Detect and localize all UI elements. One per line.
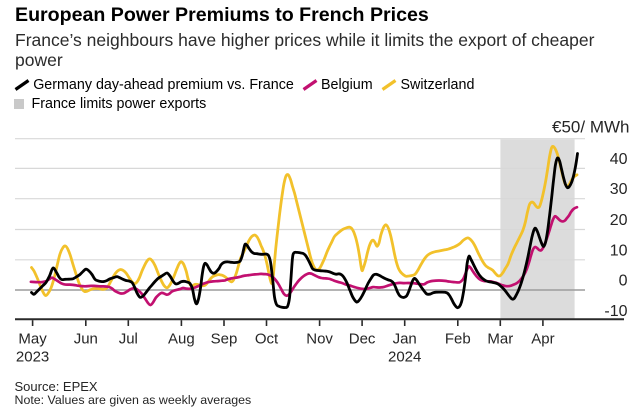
svg-text:Oct: Oct [255,331,279,348]
svg-text:10: 10 [610,242,628,259]
svg-text:2023: 2023 [16,349,49,366]
svg-text:Apr: Apr [531,331,554,348]
svg-text:Jun: Jun [74,331,98,348]
svg-text:-10: -10 [604,303,627,320]
svg-text:Sep: Sep [211,331,238,348]
svg-text:Jan: Jan [393,331,417,348]
svg-text:0: 0 [619,273,628,290]
svg-text:30: 30 [610,181,628,198]
svg-text:Mar: Mar [487,331,513,348]
svg-text:May: May [18,331,47,348]
svg-text:2024: 2024 [388,349,421,366]
svg-text:Nov: Nov [306,331,333,348]
svg-text:Dec: Dec [349,331,376,348]
svg-text:Aug: Aug [168,331,195,348]
svg-text:Jul: Jul [119,331,138,348]
svg-text:Feb: Feb [445,331,471,348]
svg-text:20: 20 [610,212,628,229]
svg-text:€50/ MWh: €50/ MWh [552,118,629,137]
svg-text:40: 40 [610,151,628,168]
